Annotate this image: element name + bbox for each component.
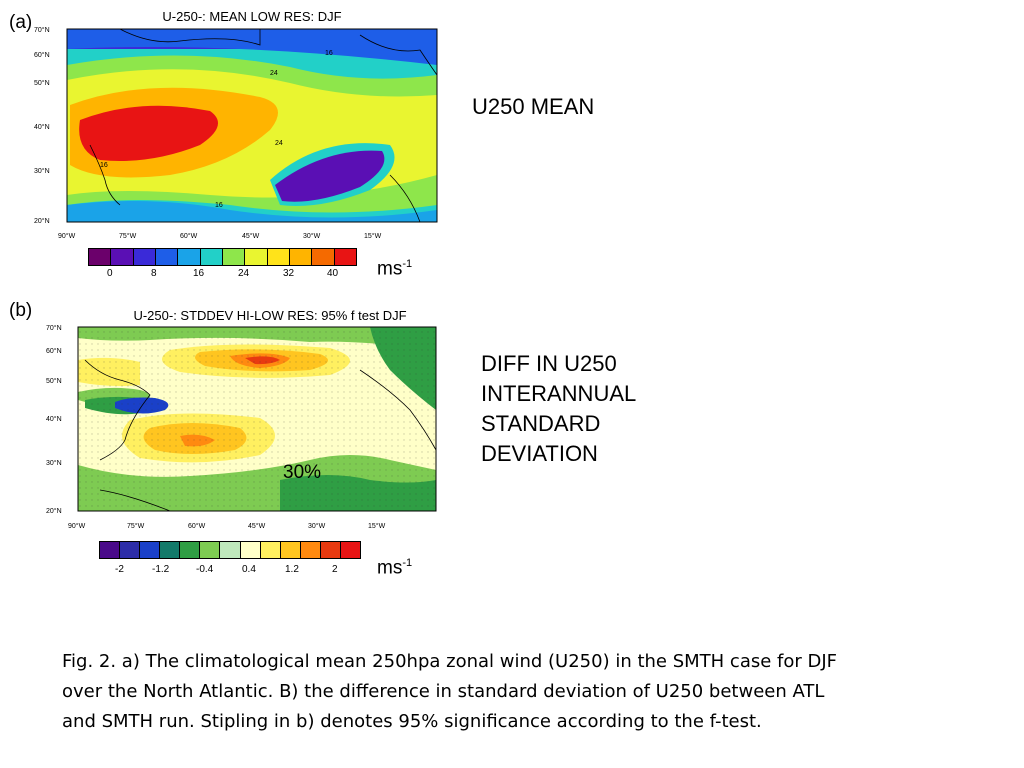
- colorbar-swatch: [260, 542, 281, 558]
- lat-tick: 50°N: [34, 79, 50, 87]
- colorbar-tick: 1.2: [285, 564, 299, 575]
- colorbar-swatch: [267, 249, 290, 265]
- lon-tick: 75°W: [119, 232, 137, 240]
- colorbar-swatch: [111, 249, 134, 265]
- contour-label: 24: [270, 70, 278, 77]
- colorbar-swatch: [120, 542, 141, 558]
- lat-tick: 70°N: [34, 26, 50, 34]
- lon-tick: 45°W: [242, 232, 260, 240]
- lat-tick: 60°N: [34, 51, 50, 59]
- side-label-line: DIFF IN U250: [481, 351, 617, 376]
- contour-label: 16: [100, 162, 108, 169]
- lat-tick: 40°N: [46, 415, 62, 423]
- side-label-line: INTERANNUAL: [481, 381, 637, 406]
- panel-a-map: [67, 29, 437, 222]
- colorbar-tick: -0.4: [196, 564, 214, 575]
- lon-tick: 15°W: [364, 232, 382, 240]
- lon-tick: 60°W: [180, 232, 198, 240]
- lon-tick: 60°W: [188, 522, 206, 530]
- contour-label: 16: [215, 202, 223, 209]
- colorbar-swatch: [245, 249, 268, 265]
- caption-line: over the North Atlantic. B) the differen…: [62, 681, 825, 702]
- lon-tick: 30°W: [308, 522, 326, 530]
- lon-tick: 15°W: [368, 522, 386, 530]
- colorbar-swatch: [200, 249, 223, 265]
- lat-tick: 60°N: [46, 347, 62, 355]
- colorbar-tick: 40: [327, 268, 339, 279]
- colorbar-swatch: [334, 249, 356, 265]
- colorbar-swatch: [220, 542, 241, 558]
- colorbar-tick: 2: [332, 564, 338, 575]
- contour-label: 24: [275, 140, 283, 147]
- colorbar-tick: 0.4: [242, 564, 256, 575]
- panel-a-side-label: U250 MEAN: [472, 94, 595, 119]
- colorbar-swatch: [155, 249, 179, 265]
- colorbar-swatch: [160, 542, 181, 558]
- panel-b-letter: (b): [9, 300, 33, 321]
- lat-tick: 30°N: [34, 167, 50, 175]
- colorbar-swatch: [280, 542, 301, 558]
- colorbar-swatch: [300, 542, 321, 558]
- colorbar-tick: 24: [238, 268, 250, 279]
- colorbar-tick: -1.2: [152, 564, 170, 575]
- lat-tick: 40°N: [34, 123, 50, 131]
- colorbar-tick: 0: [107, 268, 113, 279]
- figure-caption: Fig. 2. a) The climatological mean 250hp…: [62, 647, 1012, 737]
- colorbar-swatch: [178, 249, 201, 265]
- panel-a-colorbar: 0 8 16 24 32 40: [88, 248, 357, 280]
- panel-b-title: U-250-: STDDEV HI-LOW RES: 95% f test DJ…: [133, 308, 406, 323]
- colorbar-swatch: [200, 542, 221, 558]
- colorbar-swatch: [140, 542, 161, 558]
- colorbar-swatch: [133, 249, 156, 265]
- colorbar-tick: -2: [115, 564, 124, 575]
- colorbar-swatch: [222, 249, 246, 265]
- panel-a-unit: ms-1: [377, 258, 413, 280]
- lat-tick: 30°N: [46, 459, 62, 467]
- colorbar-swatch: [320, 542, 341, 558]
- panel-a-letter: (a): [9, 12, 33, 33]
- colorbar-swatch: [312, 249, 335, 265]
- panel-b-map: [78, 327, 436, 511]
- lon-tick: 90°W: [58, 232, 76, 240]
- lon-tick: 45°W: [248, 522, 266, 530]
- lat-tick: 20°N: [46, 507, 62, 515]
- caption-line: Fig. 2. a) The climatological mean 250hp…: [62, 651, 838, 672]
- colorbar-tick: 8: [151, 268, 157, 279]
- colorbar-swatch: [289, 249, 313, 265]
- panel-a-figure: U-250-: MEAN LOW RES: DJF 24 24 16 16 16…: [34, 9, 438, 240]
- colorbar-tick: 32: [283, 268, 295, 279]
- colorbar-swatch: [89, 249, 112, 265]
- colorbar-swatch: [240, 542, 261, 558]
- caption-line: and SMTH run. Stipling in b) denotes 95%…: [62, 711, 762, 732]
- lon-tick: 30°W: [303, 232, 321, 240]
- colorbar-swatch: [340, 542, 361, 558]
- panel-b-figure: U-250-: STDDEV HI-LOW RES: 95% f test DJ…: [46, 308, 437, 530]
- lat-tick: 20°N: [34, 217, 50, 225]
- significance-annotation: 30%: [283, 462, 322, 483]
- colorbar-swatch: [180, 542, 201, 558]
- side-label-line: STANDARD: [481, 411, 601, 436]
- side-label-line: DEVIATION: [481, 441, 598, 466]
- contour-label: 16: [325, 50, 333, 57]
- lon-tick: 75°W: [127, 522, 145, 530]
- lon-tick: 90°W: [68, 522, 86, 530]
- panel-b-side-label: DIFF IN U250 INTERANNUAL STANDARD DEVIAT…: [481, 349, 636, 469]
- lat-tick: 50°N: [46, 377, 62, 385]
- panel-a-title: U-250-: MEAN LOW RES: DJF: [162, 9, 341, 24]
- lat-tick: 70°N: [46, 324, 62, 332]
- colorbar-swatch: [100, 542, 121, 558]
- panel-b-unit: ms-1: [377, 557, 413, 579]
- colorbar-tick: 16: [193, 268, 205, 279]
- panel-b-colorbar: -2 -1.2 -0.4 0.4 1.2 2: [99, 541, 361, 575]
